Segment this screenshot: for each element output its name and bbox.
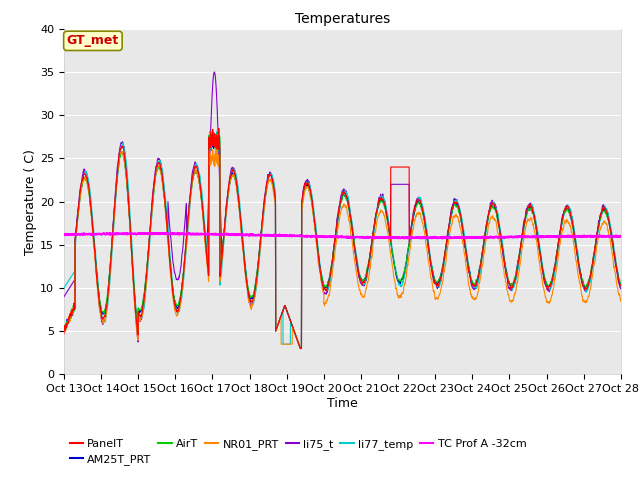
- AirT: [210, 129, 218, 135]
- TC Prof A -32cm: [124, 231, 132, 237]
- TC Prof A -32cm: [400, 236, 408, 241]
- AirT: [157, 169, 164, 175]
- AirT: [298, 201, 306, 207]
- AirT: [606, 226, 614, 232]
- AM25T_PRT: [60, 326, 68, 332]
- TC Prof A -32cm: [298, 233, 306, 239]
- TC Prof A -32cm: [547, 233, 554, 239]
- li75_t: [617, 286, 625, 292]
- PanelT: [157, 165, 164, 170]
- NR01_PRT: [274, 323, 282, 328]
- AM25T_PRT: [124, 188, 131, 194]
- li77_temp: [547, 287, 554, 293]
- AirT: [124, 188, 131, 193]
- NR01_PRT: [60, 326, 68, 332]
- AM25T_PRT: [296, 346, 304, 351]
- AM25T_PRT: [547, 282, 554, 288]
- Line: NR01_PRT: NR01_PRT: [64, 148, 621, 348]
- Line: AM25T_PRT: AM25T_PRT: [64, 132, 621, 348]
- AM25T_PRT: [157, 166, 164, 171]
- Title: Temperatures: Temperatures: [295, 12, 390, 26]
- li75_t: [60, 294, 68, 300]
- PanelT: [274, 323, 282, 328]
- Line: li77_temp: li77_temp: [64, 130, 621, 348]
- li77_temp: [214, 127, 221, 133]
- PanelT: [606, 226, 614, 231]
- NR01_PRT: [124, 188, 131, 194]
- X-axis label: Time: Time: [327, 397, 358, 410]
- NR01_PRT: [547, 298, 554, 304]
- li77_temp: [157, 159, 164, 165]
- AM25T_PRT: [298, 200, 306, 206]
- PanelT: [547, 283, 554, 288]
- li75_t: [296, 346, 304, 351]
- TC Prof A -32cm: [60, 232, 68, 238]
- AirT: [617, 282, 625, 288]
- li75_t: [298, 197, 306, 203]
- li75_t: [547, 287, 554, 292]
- li75_t: [274, 323, 282, 328]
- li75_t: [124, 181, 131, 187]
- TC Prof A -32cm: [157, 231, 164, 237]
- TC Prof A -32cm: [274, 233, 282, 239]
- li77_temp: [124, 174, 131, 180]
- NR01_PRT: [298, 205, 306, 211]
- AM25T_PRT: [274, 323, 282, 328]
- AM25T_PRT: [214, 130, 221, 135]
- Line: li75_t: li75_t: [64, 72, 621, 348]
- NR01_PRT: [296, 346, 304, 351]
- PanelT: [215, 126, 223, 132]
- Line: TC Prof A -32cm: TC Prof A -32cm: [64, 233, 621, 239]
- AM25T_PRT: [606, 227, 614, 232]
- PanelT: [296, 346, 304, 351]
- PanelT: [298, 198, 306, 204]
- PanelT: [60, 331, 68, 336]
- Y-axis label: Temperature ( C): Temperature ( C): [24, 149, 37, 254]
- NR01_PRT: [606, 238, 614, 243]
- Line: AirT: AirT: [64, 132, 621, 348]
- li77_temp: [296, 346, 304, 351]
- PanelT: [617, 283, 625, 288]
- li77_temp: [60, 285, 68, 291]
- AirT: [547, 280, 554, 286]
- TC Prof A -32cm: [617, 234, 625, 240]
- AirT: [296, 346, 304, 351]
- li75_t: [157, 158, 164, 164]
- TC Prof A -32cm: [106, 230, 114, 236]
- TC Prof A -32cm: [606, 234, 614, 240]
- li75_t: [211, 69, 218, 75]
- AirT: [60, 327, 68, 333]
- NR01_PRT: [212, 145, 220, 151]
- Legend: PanelT, AM25T_PRT, AirT, NR01_PRT, li75_t, li77_temp, TC Prof A -32cm: PanelT, AM25T_PRT, AirT, NR01_PRT, li75_…: [70, 439, 527, 465]
- li77_temp: [274, 323, 282, 328]
- li75_t: [606, 223, 614, 228]
- NR01_PRT: [157, 169, 164, 175]
- li77_temp: [606, 222, 614, 228]
- PanelT: [124, 184, 131, 190]
- Line: PanelT: PanelT: [64, 129, 621, 348]
- li77_temp: [617, 283, 625, 289]
- NR01_PRT: [617, 298, 625, 304]
- AirT: [274, 323, 282, 328]
- AM25T_PRT: [617, 282, 625, 288]
- Text: GT_met: GT_met: [67, 35, 119, 48]
- li77_temp: [298, 204, 306, 209]
